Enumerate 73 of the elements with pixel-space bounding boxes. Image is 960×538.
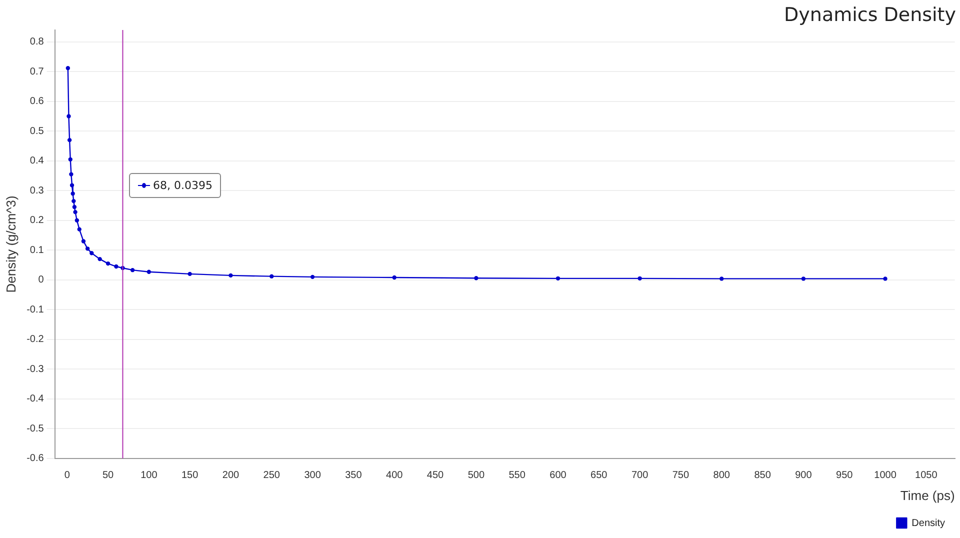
y-tick-label: 0.3 — [30, 185, 44, 196]
chart-title: Dynamics Density — [784, 4, 956, 26]
x-tick-label: 1000 — [874, 470, 897, 482]
point — [474, 276, 478, 280]
x-tick-label: 650 — [590, 470, 608, 482]
y-tick-label: -0.5 — [26, 423, 44, 434]
point — [68, 157, 72, 162]
x-tick-label: 1050 — [915, 470, 938, 482]
y-tick-label: 0.6 — [30, 96, 44, 108]
y-tick-label: -0.3 — [26, 364, 44, 375]
x-tick-label: 950 — [836, 470, 854, 482]
point — [720, 276, 724, 281]
y-tick-label: 0 — [38, 274, 44, 286]
x-tick-label: 100 — [140, 470, 158, 482]
legend-label: Density — [912, 518, 946, 529]
x-tick-label: 900 — [795, 470, 812, 482]
point — [85, 246, 90, 251]
x-tick-label: 200 — [222, 470, 240, 482]
x-tick-label: 600 — [550, 470, 567, 482]
point — [67, 138, 72, 142]
y-tick-label: -0.4 — [26, 394, 44, 405]
point — [90, 251, 94, 256]
x-axis-title: Time (ps) — [900, 488, 955, 503]
y-tick-label: 0.4 — [30, 156, 44, 167]
x-tick-label: 850 — [754, 470, 772, 482]
point — [70, 183, 74, 188]
x-tick-label: 150 — [181, 470, 199, 482]
point — [77, 227, 82, 232]
point — [72, 198, 76, 204]
annotation: 68, 0.0395 — [153, 179, 212, 192]
x-tick-label: 250 — [263, 470, 280, 482]
point — [69, 172, 74, 176]
y-tick-label: 0.5 — [30, 126, 44, 137]
point — [310, 274, 315, 280]
x-tick-label: 400 — [386, 470, 404, 482]
point — [106, 261, 110, 266]
y-axis-title: Density (g/cm^3) — [3, 196, 18, 293]
x-tick-label: 550 — [508, 470, 526, 482]
point — [66, 114, 71, 118]
y-tick-label: 0.1 — [30, 244, 44, 256]
point — [228, 273, 233, 278]
y-tick-label: -0.1 — [26, 304, 44, 316]
point — [74, 218, 80, 222]
point — [146, 270, 152, 274]
y-tick-label: 0.8 — [30, 36, 44, 48]
point — [801, 276, 806, 281]
x-tick-label: 350 — [345, 470, 362, 482]
point — [72, 204, 77, 210]
x-tick-label: 750 — [672, 470, 690, 482]
point — [883, 276, 888, 281]
point — [81, 239, 86, 244]
point — [270, 274, 274, 278]
point — [70, 192, 75, 196]
point — [556, 276, 560, 281]
point — [392, 275, 396, 280]
y-tick-label: 0.7 — [30, 66, 44, 78]
y-tick-label: 0.2 — [30, 215, 44, 226]
x-tick-label: 300 — [304, 470, 322, 482]
point — [66, 66, 70, 70]
x-tick-label: 50 — [102, 470, 114, 482]
y-tick-label: -0.2 — [26, 334, 44, 346]
point — [114, 264, 118, 269]
x-tick-label: 450 — [426, 470, 444, 482]
y-tick-label: -0.6 — [26, 453, 44, 464]
point — [73, 210, 78, 214]
point — [188, 272, 192, 276]
point — [130, 268, 135, 272]
x-tick-label: 0 — [64, 470, 70, 482]
x-tick-label: 500 — [468, 470, 485, 482]
point — [98, 256, 102, 262]
x-tick-label: 800 — [713, 470, 730, 482]
point — [638, 276, 642, 281]
x-tick-label: 700 — [631, 470, 649, 482]
